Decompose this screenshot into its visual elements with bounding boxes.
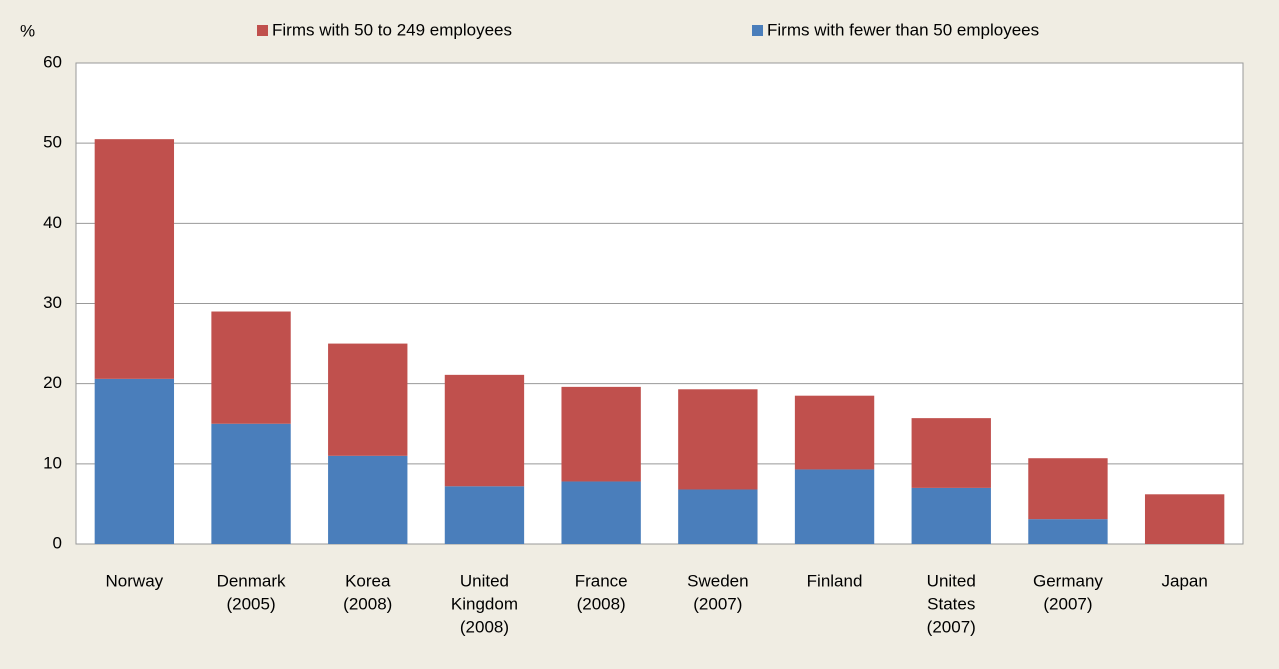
- y-tick-label: 40: [43, 213, 62, 232]
- bar-segment: [911, 418, 991, 488]
- bar-segment: [94, 139, 175, 379]
- bar-segment: [328, 455, 408, 544]
- bar-segment: [211, 311, 291, 424]
- y-tick-label: 30: [43, 293, 62, 312]
- x-tick-label: (2007): [1043, 594, 1092, 613]
- x-tick-label: Korea: [345, 571, 391, 590]
- x-tick-label: Kingdom: [451, 594, 518, 613]
- bar-segment: [94, 378, 175, 544]
- legend-label: Firms with fewer than 50 employees: [767, 20, 1039, 39]
- y-tick-label: 0: [53, 533, 62, 552]
- x-tick-label: (2008): [577, 594, 626, 613]
- bar-segment: [561, 386, 641, 482]
- x-tick-label: (2008): [460, 617, 509, 636]
- bar-segment: [211, 423, 291, 544]
- y-tick-label: 10: [43, 453, 62, 472]
- x-tick-label: (2008): [343, 594, 392, 613]
- bar-segment: [678, 489, 758, 544]
- legend-label: Firms with 50 to 249 employees: [272, 20, 512, 39]
- x-tick-label: Germany: [1033, 571, 1103, 590]
- bar-segment: [1028, 519, 1108, 544]
- y-axis-label: %: [20, 21, 35, 40]
- bar-segment: [561, 481, 641, 544]
- y-tick-label: 60: [43, 52, 62, 71]
- x-tick-label: Norway: [106, 571, 164, 590]
- x-tick-label: States: [927, 594, 975, 613]
- x-tick-label: France: [575, 571, 628, 590]
- y-tick-label: 20: [43, 373, 62, 392]
- bar-segment: [911, 487, 991, 544]
- x-tick-label: United: [927, 571, 976, 590]
- x-tick-label: (2005): [226, 594, 275, 613]
- bar-segment: [444, 374, 525, 487]
- bar-segment: [1028, 458, 1108, 520]
- x-tick-label: (2007): [693, 594, 742, 613]
- bar-segment: [678, 389, 758, 490]
- x-tick-label: Finland: [807, 571, 863, 590]
- y-tick-label: 50: [43, 133, 62, 152]
- x-tick-label: (2007): [927, 617, 976, 636]
- legend-swatch: [257, 25, 268, 36]
- bar-segment: [328, 343, 408, 456]
- bar-segment: [794, 469, 875, 544]
- legend-swatch: [752, 25, 763, 36]
- x-tick-label: United: [460, 571, 509, 590]
- bar-segment: [794, 395, 875, 470]
- bar-segment: [1144, 494, 1225, 544]
- bar-segment: [444, 486, 525, 544]
- x-tick-label: Denmark: [217, 571, 286, 590]
- x-tick-label: Sweden: [687, 571, 748, 590]
- x-tick-label: Japan: [1161, 571, 1207, 590]
